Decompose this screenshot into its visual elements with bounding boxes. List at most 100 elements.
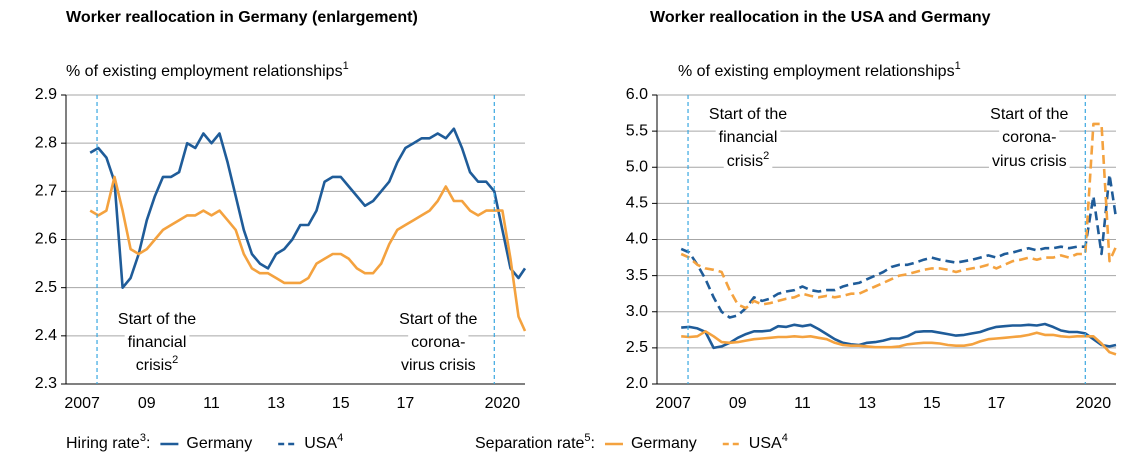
legend-group-suffix: : [591,435,595,452]
x-tick-label: 13 [267,395,285,412]
annotation: financial [719,129,778,146]
series-line [89,175,527,332]
annotation: financial [128,334,187,351]
series-line [680,122,1118,310]
legend-name: USA [304,435,337,452]
annotation: crisis2 [727,150,770,170]
y-tick-label: 4.0 [626,231,648,248]
series-layer [89,127,527,332]
annotation-text: Start of the [709,106,787,123]
annotation: Start of the [709,106,787,123]
annotation-background [705,105,791,125]
x-tick-label: 2020 [485,395,521,412]
y-tick-label: 2.7 [35,183,57,200]
footnote-marker: 1 [955,60,961,72]
y-tick-label: 5.5 [626,122,648,139]
legend-group-label: Hiring rate3: [66,432,150,452]
series-line [89,127,527,289]
x-tick-label: 11 [203,395,220,412]
series-layer [680,122,1118,356]
y-tick-label: 2.9 [35,86,57,103]
annotation-layer: Start of the financial crisis2 Start of the… [705,105,1072,172]
annotation-text: corona- [1002,129,1056,146]
x-tick-label: 09 [138,395,156,412]
annotation-background [999,128,1060,148]
legend-label: Germany [186,435,252,452]
annotation-background [988,152,1070,172]
annotation: crisis2 [136,354,179,374]
annotation-text: crisis [136,357,172,374]
annotation-text: virus crisis [992,153,1067,170]
legend-label: USA4 [304,432,343,452]
y-tick-label: 2.5 [626,339,648,356]
annotation-background [396,310,481,330]
series-line [681,330,1117,356]
annotation-layer: Start of the financial crisis2 Start of the… [114,310,481,376]
y-tick-label: 3.0 [626,303,648,320]
subtitle-text: % of existing employment relationships [678,63,955,80]
annotation-background [132,352,182,376]
annotation-text: Start of the [990,106,1068,123]
annotation-background [397,356,479,376]
legend-label: USA4 [749,432,788,452]
x-tick-label: 13 [858,395,876,412]
chart-title: Worker reallocation in Germany (enlargem… [66,9,418,26]
annotation-text: financial [719,129,778,146]
annotation-background [715,128,781,148]
annotation-text: crisis [727,153,763,170]
annotation: Start of the [399,311,477,328]
annotation: virus crisis [992,153,1067,170]
footnote-marker: 4 [337,432,343,444]
y-tick-label: 2.3 [35,375,57,392]
annotation-background [408,333,469,353]
footnote-marker: 4 [782,432,788,444]
annotation-text: Start of the [399,311,477,328]
y-tick-label: 5.0 [626,158,648,175]
y-tick-label: 3.5 [626,267,648,284]
y-tick-label: 2.0 [626,375,648,392]
annotation: corona- [1002,129,1056,146]
annotation-background [124,333,190,353]
footnote-marker: 1 [343,60,349,72]
footnote-marker: 3 [140,432,146,444]
annotation: virus crisis [401,357,476,374]
annotation: Start of the [118,311,196,328]
x-tick-label: 17 [397,395,415,412]
legend-group-text: Separation rate [475,435,585,452]
x-tick-label: 15 [332,395,350,412]
footnote-marker: 2 [763,150,769,162]
x-tick-label: 17 [988,395,1006,412]
x-tick-label: 2020 [1076,395,1112,412]
y-tick-label: 6.0 [626,86,648,103]
y-tick-label: 2.8 [35,134,57,151]
subtitle: % of existing employment relationships1 [678,60,961,80]
legend-name: Germany [631,435,697,452]
y-tick-label: 2.4 [35,327,57,344]
annotation-background [723,148,773,172]
legend-group-suffix: : [146,435,150,452]
footnote-marker: 2 [172,354,178,366]
x-tick-label: 11 [794,395,811,412]
x-tick-label: 09 [729,395,747,412]
subtitle: % of existing employment relationships1 [66,60,349,80]
y-tick-label: 2.5 [35,279,57,296]
annotation-text: Start of the [118,311,196,328]
chart-title: Worker reallocation in the USA and Germa… [650,9,991,26]
y-tick-label: 2.6 [35,231,57,248]
legend-name: Germany [186,435,252,452]
legend-label: Germany [631,435,697,452]
footnote-marker: 5 [584,432,590,444]
annotation-background [114,310,200,330]
subtitle-text: % of existing employment relationships [66,63,343,80]
legend-group-label: Separation rate5: [475,432,595,452]
series-line [680,173,1118,319]
annotation-background [987,105,1072,125]
x-tick-label: 2007 [64,395,100,412]
legend-name: USA [749,435,782,452]
legend-group-text: Hiring rate [66,435,140,452]
y-tick-label: 4.5 [626,195,648,212]
x-tick-label: 15 [923,395,941,412]
annotation: Start of the [990,106,1068,123]
annotation-text: financial [128,334,187,351]
